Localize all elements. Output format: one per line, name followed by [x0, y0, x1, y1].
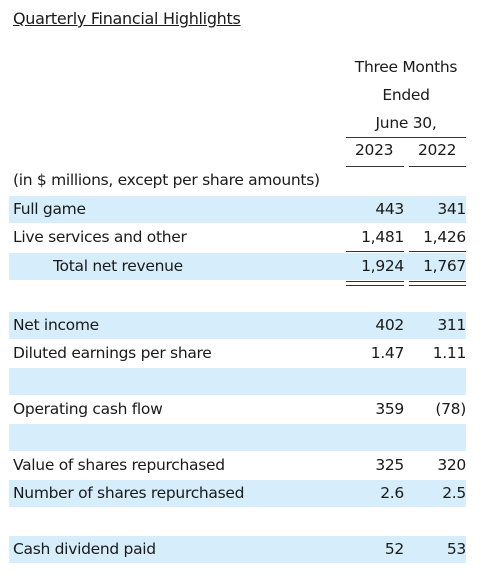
- row-label: Operating cash flow: [13, 400, 163, 418]
- row-label: Net income: [13, 316, 99, 334]
- header-rule: [346, 137, 466, 138]
- value-2022: 1.11: [432, 344, 467, 362]
- value-2022: 2.5: [442, 484, 466, 502]
- value-2023: 1,924: [361, 257, 404, 275]
- units-caption: (in $ millions, except per share amounts…: [13, 171, 320, 189]
- row-label: Diluted earnings per share: [13, 344, 212, 362]
- table-row-spacer: [9, 368, 466, 395]
- value-2022: 341: [437, 200, 466, 218]
- value-2023: 2.6: [380, 484, 404, 502]
- table-row-value-shares-repurchased: Value of shares repurchased 325 320: [9, 452, 466, 479]
- table-row-net-income: Net income 402 311: [9, 312, 466, 339]
- row-label: Full game: [13, 200, 86, 218]
- year-2023-rule: [346, 166, 404, 167]
- value-2023: 359: [375, 400, 404, 418]
- table-row-cash-dividend: Cash dividend paid 52 53: [9, 536, 466, 563]
- value-2022: 311: [437, 316, 466, 334]
- page-title: Quarterly Financial Highlights: [13, 9, 241, 28]
- table-row-full-game: Full game 443 341: [9, 196, 466, 223]
- year-2023: 2023: [355, 141, 394, 159]
- row-label: Value of shares repurchased: [13, 456, 225, 474]
- header-three-months: Three Months: [354, 58, 458, 76]
- total-double-rule-2022: [409, 281, 466, 286]
- table-row-number-shares-repurchased: Number of shares repurchased 2.6 2.5: [9, 480, 466, 507]
- header-ended: Ended: [382, 86, 430, 104]
- row-label: Number of shares repurchased: [13, 484, 245, 502]
- value-2022: 1,767: [423, 257, 466, 275]
- row-label: Live services and other: [13, 228, 187, 246]
- subtotal-rule-2023: [346, 251, 404, 252]
- row-label: Total net revenue: [53, 257, 183, 275]
- value-2022: 320: [437, 456, 466, 474]
- value-2023: 1,481: [361, 228, 404, 246]
- year-2022: 2022: [418, 141, 457, 159]
- value-2022: 53: [446, 540, 466, 558]
- table-row-spacer: [9, 424, 466, 451]
- table-row-live-services: Live services and other 1,481 1,426: [9, 224, 466, 251]
- year-2022-rule: [409, 166, 466, 167]
- table-row-operating-cash-flow: Operating cash flow 359 (78): [9, 396, 466, 423]
- subtotal-rule-2022: [409, 251, 466, 252]
- value-2023: 1.47: [370, 344, 405, 362]
- value-2023: 402: [375, 316, 404, 334]
- value-2023: 443: [375, 200, 404, 218]
- table-row-diluted-eps: Diluted earnings per share 1.47 1.11: [9, 340, 466, 367]
- header-june-30: June 30,: [375, 114, 437, 132]
- total-double-rule-2023: [346, 281, 404, 286]
- value-2022: 1,426: [423, 228, 466, 246]
- value-2023: 325: [375, 456, 404, 474]
- value-2022: (78): [435, 400, 466, 418]
- table-row-total-net-revenue: Total net revenue 1,924 1,767: [9, 253, 466, 280]
- value-2023: 52: [384, 540, 404, 558]
- row-label: Cash dividend paid: [13, 540, 156, 558]
